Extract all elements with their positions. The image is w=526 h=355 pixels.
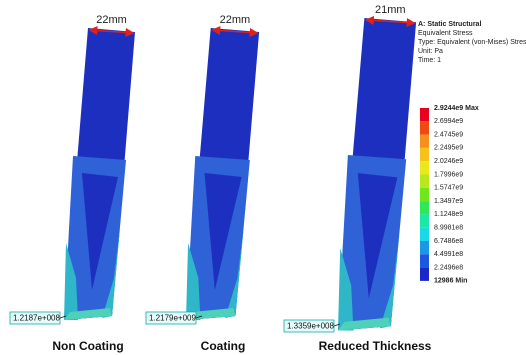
legend-title: A: Static Structural: [418, 21, 481, 28]
legend-level: 1.7996e9: [434, 171, 463, 178]
legend-level: 2.2495e9: [434, 145, 463, 152]
caption: Non Coating: [52, 339, 123, 353]
probe-label: 1.3359e+008: [287, 322, 334, 331]
legend-band: [420, 241, 429, 254]
caption: Reduced Thickness: [319, 339, 432, 353]
legend-band: [420, 188, 429, 201]
legend-level: 4.4991e8: [434, 251, 463, 258]
legend-line: Type: Equivalent (von-Mises) Stress: [418, 39, 526, 46]
legend-line: Unit: Pa: [418, 48, 443, 55]
legend-level: 2.4745e9: [434, 131, 463, 138]
legend-level: 2.6994e9: [434, 118, 463, 125]
legend-line: Time: 1: [418, 57, 441, 64]
legend-level: 2.2496e8: [434, 264, 463, 271]
legend-band: [420, 201, 429, 214]
legend-band: [420, 175, 429, 188]
legend-level: 8.9981e8: [434, 225, 463, 232]
legend-level: 2.9244e9 Max: [434, 105, 479, 112]
probe-label: 1.2179e+009: [149, 314, 196, 323]
legend-band: [420, 214, 429, 227]
legend-level: 1.5747e9: [434, 185, 463, 192]
legend-band: [420, 268, 429, 281]
legend-level: 1.1248e9: [434, 211, 463, 218]
blade: [186, 28, 259, 320]
legend-band: [420, 254, 429, 267]
caption: Coating: [201, 339, 246, 353]
legend-band: [420, 228, 429, 241]
legend-band: [420, 161, 429, 174]
dimension-label: 22mm: [220, 14, 251, 26]
fea-results: A: Static Structural 22mm 1.2187e+008 Non …: [0, 0, 526, 355]
dimension-label: 22mm: [96, 14, 127, 26]
legend-line: Equivalent Stress: [418, 30, 473, 37]
legend-level: 1.3497e9: [434, 198, 463, 205]
blade: [64, 28, 135, 320]
blade: [338, 18, 416, 330]
legend-level: 12986 Min: [434, 278, 467, 285]
legend-level: 6.7486e8: [434, 238, 463, 245]
legend-band: [420, 108, 429, 121]
dimension-label: 21mm: [375, 4, 406, 16]
probe-label: 1.2187e+008: [13, 314, 60, 323]
legend-level: 2.0246e9: [434, 158, 463, 165]
legend-band: [420, 148, 429, 161]
legend-band: [420, 121, 429, 134]
legend-band: [420, 135, 429, 148]
